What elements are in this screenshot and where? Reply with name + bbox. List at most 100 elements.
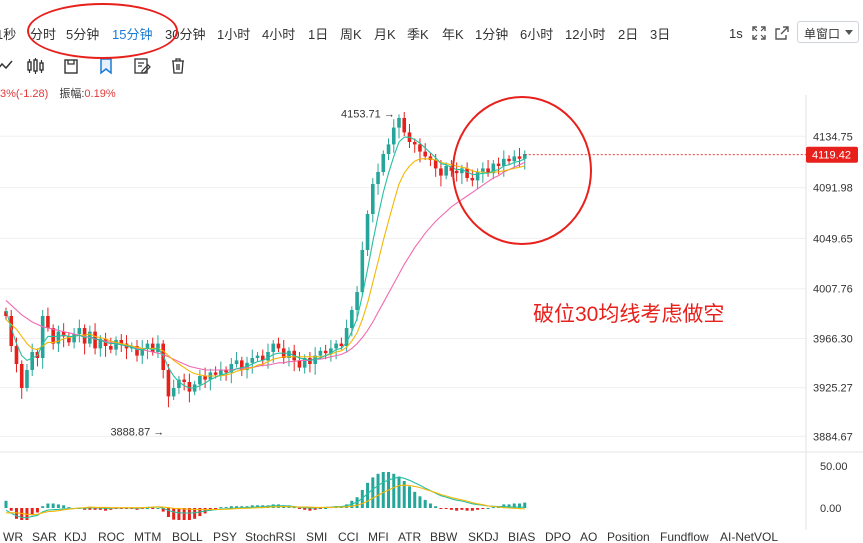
save-icon[interactable] xyxy=(62,57,80,75)
hist-bar-12 xyxy=(67,507,71,509)
hist-bar-55 xyxy=(292,507,296,509)
interval-11[interactable]: 年K xyxy=(442,27,464,42)
indicator-tab-5[interactable]: BOLL xyxy=(172,530,203,543)
hist-bar-80 xyxy=(423,499,427,508)
hist-bar-74 xyxy=(392,473,396,508)
candle-body-29 xyxy=(156,343,160,352)
hist-bar-79 xyxy=(418,496,422,508)
hist-bar-35 xyxy=(187,508,191,520)
fullscreen-icon[interactable] xyxy=(751,25,767,41)
indicator-icon[interactable] xyxy=(26,57,44,75)
interval-15[interactable]: 2日 xyxy=(618,27,639,42)
candle-body-89 xyxy=(470,178,475,181)
interval-14[interactable]: 12小时 xyxy=(565,27,606,42)
indicator-tab-8[interactable]: SMI xyxy=(306,530,328,543)
popout-icon[interactable] xyxy=(774,25,790,41)
indicator-tab-7[interactable]: StochRSI xyxy=(245,530,296,543)
candle-body-62 xyxy=(329,348,333,354)
indicator-tab-2[interactable]: KDJ xyxy=(64,530,87,543)
candle-body-82 xyxy=(433,160,438,169)
candle-body-99 xyxy=(522,154,527,159)
window-mode-select[interactable]: 单窗口 xyxy=(797,21,859,43)
candle-body-48 xyxy=(255,355,260,358)
hist-bar-31 xyxy=(166,508,170,517)
indicator-tab-11[interactable]: ATR xyxy=(398,530,422,543)
interval-6[interactable]: 4小时 xyxy=(262,27,296,42)
hist-bar-11 xyxy=(62,505,66,508)
candle-body-85 xyxy=(449,166,454,171)
dif-line xyxy=(5,476,525,519)
indicator-tab-0[interactable]: WR xyxy=(3,530,23,543)
indicator-tab-9[interactable]: CCI xyxy=(338,530,359,543)
interval-13[interactable]: 6小时 xyxy=(520,27,554,42)
indicator-tab-4[interactable]: MTM xyxy=(134,530,162,543)
candle-body-10 xyxy=(56,331,61,344)
candle-body-12 xyxy=(67,336,71,343)
hist-bar-87 xyxy=(460,508,464,510)
hist-bar-19 xyxy=(104,508,108,511)
hist-bar-17 xyxy=(93,508,97,510)
candle-body-22 xyxy=(119,340,124,344)
hist-bar-57 xyxy=(303,508,307,510)
interval-10[interactable]: 季K xyxy=(407,27,429,42)
candle-body-65 xyxy=(344,328,349,346)
indicator-tab-1[interactable]: SAR xyxy=(32,530,57,543)
interval-3[interactable]: 15分钟 xyxy=(112,27,153,42)
candle-body-50 xyxy=(266,352,270,361)
interval-8[interactable]: 周K xyxy=(340,27,362,42)
edit-icon[interactable] xyxy=(133,57,151,75)
interval-4[interactable]: 30分钟 xyxy=(165,27,206,42)
candle-body-59 xyxy=(313,355,317,364)
indicator-tab-14[interactable]: BIAS xyxy=(508,530,536,543)
indicator-tab-16[interactable]: AO xyxy=(580,530,598,543)
trash-icon[interactable] xyxy=(169,57,187,75)
indicator-tab-6[interactable]: PSY xyxy=(213,530,238,543)
interval-7[interactable]: 1日 xyxy=(308,27,329,42)
candle-body-90 xyxy=(475,172,480,181)
price-change: 3%(-1.28) xyxy=(0,88,49,100)
indicator-tab-17[interactable]: Position xyxy=(607,530,650,543)
candle-body-25 xyxy=(135,346,139,356)
hist-bar-75 xyxy=(397,476,401,508)
interval-16[interactable]: 3日 xyxy=(650,27,671,42)
candle-body-51 xyxy=(271,343,276,352)
interval-2[interactable]: 5分钟 xyxy=(66,27,100,42)
hist-bar-83 xyxy=(439,508,443,509)
candle-body-74 xyxy=(391,127,396,145)
indicator-tab-12[interactable]: BBW xyxy=(430,530,458,543)
interval-1[interactable]: 分时 xyxy=(30,27,57,42)
candle-body-95 xyxy=(502,158,506,166)
indicator-tab-18[interactable]: Fundflow xyxy=(660,530,709,543)
interval-9[interactable]: 月K xyxy=(374,27,396,42)
candle-body-11 xyxy=(61,331,66,337)
candle-body-0 xyxy=(4,311,8,316)
hist-bar-88 xyxy=(465,508,469,511)
candle-body-20 xyxy=(109,346,113,350)
hist-bar-8 xyxy=(46,503,50,508)
candle-body-75 xyxy=(397,118,401,128)
indicator-tab-13[interactable]: SKDJ xyxy=(468,530,499,543)
candle-body-84 xyxy=(444,166,448,176)
candlestick-chart[interactable]: 4134.75 4091.98 4049.65 4007.76 3966.30 3925.… xyxy=(0,95,863,530)
interval-5[interactable]: 1小时 xyxy=(217,27,251,42)
hist-bar-41 xyxy=(219,507,223,509)
interval-0[interactable]: 1秒 xyxy=(0,27,17,42)
candle-body-4 xyxy=(25,370,29,388)
indicator-tab-10[interactable]: MFI xyxy=(368,530,389,543)
amplitude-value: 0.19% xyxy=(84,88,116,100)
candle-body-52 xyxy=(276,343,281,349)
candle-body-3 xyxy=(19,364,24,388)
window-mode-value: 单窗口 xyxy=(804,27,841,41)
hist-bar-71 xyxy=(376,473,380,508)
hist-bar-33 xyxy=(177,508,181,520)
bookmark-icon[interactable] xyxy=(97,57,115,75)
indicator-tab-15[interactable]: DPO xyxy=(545,530,572,543)
hist-bar-28 xyxy=(151,508,155,509)
candle-type-icon[interactable] xyxy=(0,57,14,75)
hist-bar-40 xyxy=(214,508,218,509)
indicator-tab-19[interactable]: AI-NetVOL xyxy=(720,530,779,543)
interval-12[interactable]: 1分钟 xyxy=(475,27,509,42)
seconds-toggle[interactable]: 1s xyxy=(729,26,743,41)
indicator-tab-3[interactable]: ROC xyxy=(98,530,125,543)
